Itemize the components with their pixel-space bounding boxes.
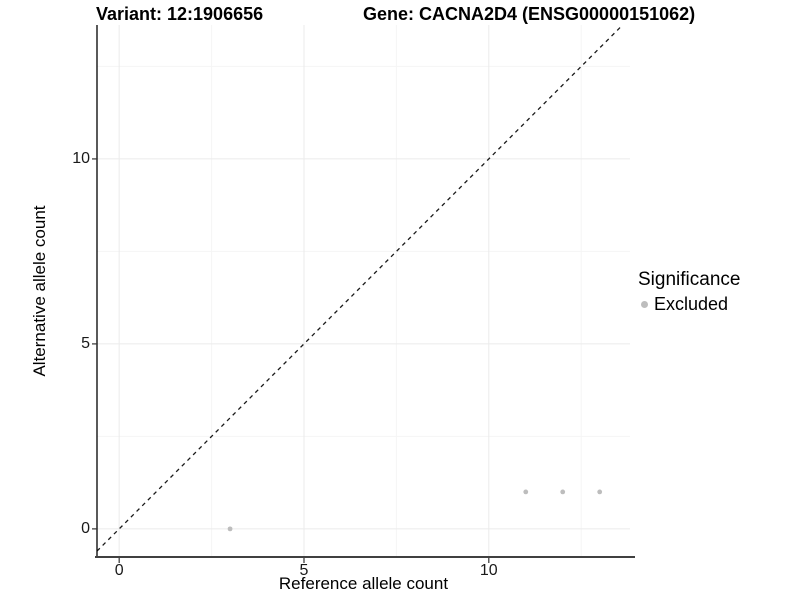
x-tick-label: 0 — [114, 562, 124, 579]
x-tick-label: 10 — [479, 562, 498, 579]
legend-item: Excluded — [638, 294, 798, 314]
gene-title: Gene: CACNA2D4 (ENSG00000151062) — [363, 4, 696, 24]
y-tick-label: 5 — [81, 334, 90, 352]
data-point — [560, 489, 566, 495]
legend-title: Significance — [638, 269, 741, 290]
x-tick-label: 5 — [299, 562, 309, 579]
y-axis-title: Alternative allele count — [30, 205, 49, 377]
identity-dashed-line — [96, 24, 624, 552]
legend-item-label: Excluded — [654, 294, 729, 314]
legend-key-dot-icon — [641, 300, 648, 308]
data-point — [523, 489, 529, 495]
x-axis-title: Reference allele count — [278, 574, 449, 593]
data-point — [597, 489, 603, 495]
legend: Significance Excluded — [638, 269, 798, 314]
y-tick-label: 0 — [81, 519, 90, 537]
data-point — [227, 526, 233, 532]
variant-title: Variant: 12:1906656 — [96, 4, 264, 24]
y-tick-label: 10 — [72, 149, 90, 167]
legend-items: Excluded — [638, 294, 798, 314]
